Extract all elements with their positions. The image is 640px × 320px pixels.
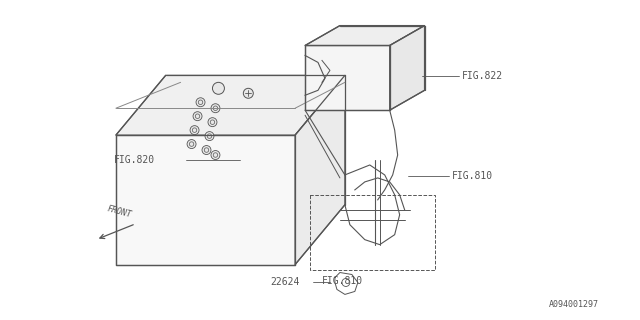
Circle shape <box>243 88 253 98</box>
Circle shape <box>193 112 202 121</box>
Circle shape <box>187 140 196 148</box>
Text: 22624: 22624 <box>270 277 300 287</box>
Polygon shape <box>116 76 345 135</box>
Polygon shape <box>295 76 345 265</box>
Polygon shape <box>305 45 390 110</box>
Circle shape <box>212 82 225 94</box>
Circle shape <box>196 98 205 107</box>
Polygon shape <box>116 135 295 265</box>
Text: FIG.810: FIG.810 <box>451 171 493 181</box>
Text: FRONT: FRONT <box>106 204 132 220</box>
Text: FIG.810: FIG.810 <box>322 276 363 286</box>
Text: FIG.822: FIG.822 <box>461 71 502 81</box>
Circle shape <box>202 146 211 155</box>
Circle shape <box>211 150 220 159</box>
Circle shape <box>205 132 214 140</box>
Polygon shape <box>305 26 424 45</box>
Text: FIG.820: FIG.820 <box>114 155 155 165</box>
Polygon shape <box>390 26 424 110</box>
Circle shape <box>190 126 199 135</box>
Circle shape <box>211 104 220 113</box>
Circle shape <box>208 118 217 127</box>
Text: A094001297: A094001297 <box>548 300 599 309</box>
